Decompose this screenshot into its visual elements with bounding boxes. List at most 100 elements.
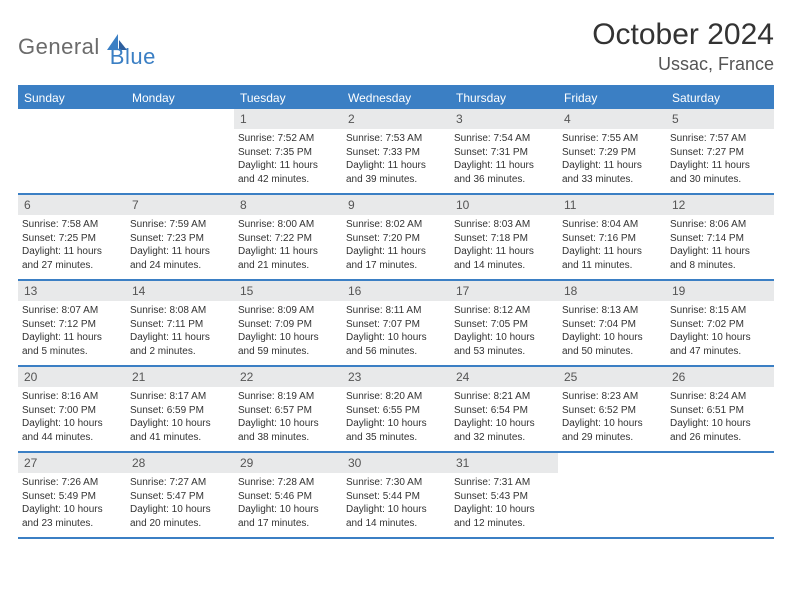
sunset-text: Sunset: 7:16 PM — [562, 232, 662, 246]
day-cell: 22Sunrise: 8:19 AMSunset: 6:57 PMDayligh… — [234, 367, 342, 451]
day-body: Sunrise: 8:20 AMSunset: 6:55 PMDaylight:… — [342, 387, 450, 448]
day2-text: and 26 minutes. — [670, 431, 770, 445]
day-body: Sunrise: 8:23 AMSunset: 6:52 PMDaylight:… — [558, 387, 666, 448]
day2-text: and 5 minutes. — [22, 345, 122, 359]
sunset-text: Sunset: 5:49 PM — [22, 490, 122, 504]
sunrise-text: Sunrise: 7:58 AM — [22, 218, 122, 232]
day-header: Sunday — [18, 87, 126, 109]
sunset-text: Sunset: 7:14 PM — [670, 232, 770, 246]
day-number: 12 — [666, 195, 774, 215]
day-body: Sunrise: 8:19 AMSunset: 6:57 PMDaylight:… — [234, 387, 342, 448]
sunset-text: Sunset: 7:12 PM — [22, 318, 122, 332]
day-body: Sunrise: 8:15 AMSunset: 7:02 PMDaylight:… — [666, 301, 774, 362]
sunset-text: Sunset: 7:02 PM — [670, 318, 770, 332]
day1-text: Daylight: 11 hours — [562, 159, 662, 173]
day1-text: Daylight: 10 hours — [238, 503, 338, 517]
day-number: 25 — [558, 367, 666, 387]
day1-text: Daylight: 10 hours — [130, 417, 230, 431]
day-body: Sunrise: 7:30 AMSunset: 5:44 PMDaylight:… — [342, 473, 450, 534]
day-cell: 29Sunrise: 7:28 AMSunset: 5:46 PMDayligh… — [234, 453, 342, 537]
calendar-grid: SundayMondayTuesdayWednesdayThursdayFrid… — [18, 85, 774, 539]
day1-text: Daylight: 11 hours — [346, 245, 446, 259]
day-header: Wednesday — [342, 87, 450, 109]
sunrise-text: Sunrise: 8:17 AM — [130, 390, 230, 404]
day-number: 3 — [450, 109, 558, 129]
day1-text: Daylight: 11 hours — [670, 245, 770, 259]
sunset-text: Sunset: 7:11 PM — [130, 318, 230, 332]
day1-text: Daylight: 10 hours — [22, 503, 122, 517]
sunrise-text: Sunrise: 8:08 AM — [130, 304, 230, 318]
day1-text: Daylight: 10 hours — [454, 417, 554, 431]
day-cell: 28Sunrise: 7:27 AMSunset: 5:47 PMDayligh… — [126, 453, 234, 537]
day-cell: 8Sunrise: 8:00 AMSunset: 7:22 PMDaylight… — [234, 195, 342, 279]
day-number: 9 — [342, 195, 450, 215]
month-title: October 2024 — [592, 18, 774, 52]
day-cell: 26Sunrise: 8:24 AMSunset: 6:51 PMDayligh… — [666, 367, 774, 451]
day-cell: 4Sunrise: 7:55 AMSunset: 7:29 PMDaylight… — [558, 109, 666, 193]
day-number: 13 — [18, 281, 126, 301]
logo-text-part2: Blue — [110, 44, 156, 70]
day-header-row: SundayMondayTuesdayWednesdayThursdayFrid… — [18, 87, 774, 109]
day-body: Sunrise: 7:58 AMSunset: 7:25 PMDaylight:… — [18, 215, 126, 276]
sunrise-text: Sunrise: 8:03 AM — [454, 218, 554, 232]
day-cell: 7Sunrise: 7:59 AMSunset: 7:23 PMDaylight… — [126, 195, 234, 279]
sunrise-text: Sunrise: 7:55 AM — [562, 132, 662, 146]
day-number: 18 — [558, 281, 666, 301]
day1-text: Daylight: 10 hours — [346, 331, 446, 345]
day1-text: Daylight: 11 hours — [238, 159, 338, 173]
day1-text: Daylight: 10 hours — [562, 331, 662, 345]
day1-text: Daylight: 11 hours — [670, 159, 770, 173]
day-body: Sunrise: 8:04 AMSunset: 7:16 PMDaylight:… — [558, 215, 666, 276]
day2-text: and 29 minutes. — [562, 431, 662, 445]
day-header: Monday — [126, 87, 234, 109]
day2-text: and 59 minutes. — [238, 345, 338, 359]
sunrise-text: Sunrise: 7:59 AM — [130, 218, 230, 232]
day2-text: and 14 minutes. — [454, 259, 554, 273]
day-number: 15 — [234, 281, 342, 301]
sunset-text: Sunset: 6:54 PM — [454, 404, 554, 418]
sunrise-text: Sunrise: 8:09 AM — [238, 304, 338, 318]
day-header: Thursday — [450, 87, 558, 109]
day-body: Sunrise: 7:54 AMSunset: 7:31 PMDaylight:… — [450, 129, 558, 190]
day1-text: Daylight: 11 hours — [454, 245, 554, 259]
day1-text: Daylight: 10 hours — [670, 331, 770, 345]
sunset-text: Sunset: 7:33 PM — [346, 146, 446, 160]
day-cell: 6Sunrise: 7:58 AMSunset: 7:25 PMDaylight… — [18, 195, 126, 279]
day-cell: 23Sunrise: 8:20 AMSunset: 6:55 PMDayligh… — [342, 367, 450, 451]
day-header: Tuesday — [234, 87, 342, 109]
header: General Blue October 2024 Ussac, France — [18, 18, 774, 75]
day-body: Sunrise: 8:17 AMSunset: 6:59 PMDaylight:… — [126, 387, 234, 448]
day2-text: and 39 minutes. — [346, 173, 446, 187]
day-cell: 19Sunrise: 8:15 AMSunset: 7:02 PMDayligh… — [666, 281, 774, 365]
day-body: Sunrise: 8:11 AMSunset: 7:07 PMDaylight:… — [342, 301, 450, 362]
sunrise-text: Sunrise: 7:30 AM — [346, 476, 446, 490]
day-cell: 1Sunrise: 7:52 AMSunset: 7:35 PMDaylight… — [234, 109, 342, 193]
day1-text: Daylight: 11 hours — [454, 159, 554, 173]
day-number: 4 — [558, 109, 666, 129]
day-number: 30 — [342, 453, 450, 473]
day-cell: 11Sunrise: 8:04 AMSunset: 7:16 PMDayligh… — [558, 195, 666, 279]
day-body: Sunrise: 7:27 AMSunset: 5:47 PMDaylight:… — [126, 473, 234, 534]
sunrise-text: Sunrise: 8:15 AM — [670, 304, 770, 318]
sunset-text: Sunset: 7:00 PM — [22, 404, 122, 418]
sunset-text: Sunset: 5:46 PM — [238, 490, 338, 504]
sunset-text: Sunset: 7:18 PM — [454, 232, 554, 246]
day-number: 16 — [342, 281, 450, 301]
day2-text: and 21 minutes. — [238, 259, 338, 273]
day-header: Saturday — [666, 87, 774, 109]
logo: General Blue — [18, 24, 156, 70]
day-body: Sunrise: 8:24 AMSunset: 6:51 PMDaylight:… — [666, 387, 774, 448]
day2-text: and 17 minutes. — [238, 517, 338, 531]
day-cell: 2Sunrise: 7:53 AMSunset: 7:33 PMDaylight… — [342, 109, 450, 193]
day-body: Sunrise: 8:21 AMSunset: 6:54 PMDaylight:… — [450, 387, 558, 448]
day-body: Sunrise: 8:06 AMSunset: 7:14 PMDaylight:… — [666, 215, 774, 276]
day-body: Sunrise: 8:08 AMSunset: 7:11 PMDaylight:… — [126, 301, 234, 362]
day2-text: and 56 minutes. — [346, 345, 446, 359]
day1-text: Daylight: 10 hours — [562, 417, 662, 431]
day-body: Sunrise: 8:13 AMSunset: 7:04 PMDaylight:… — [558, 301, 666, 362]
day-number: 10 — [450, 195, 558, 215]
day-cell: 30Sunrise: 7:30 AMSunset: 5:44 PMDayligh… — [342, 453, 450, 537]
day-cell: 16Sunrise: 8:11 AMSunset: 7:07 PMDayligh… — [342, 281, 450, 365]
day1-text: Daylight: 10 hours — [454, 331, 554, 345]
day-number: 8 — [234, 195, 342, 215]
